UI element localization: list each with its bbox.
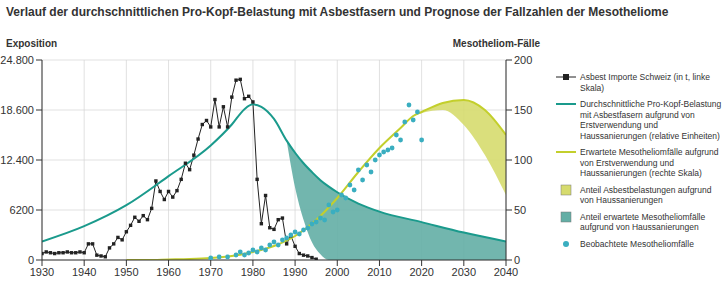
svg-text:0: 0 [514,254,520,266]
svg-text:18.600: 18.600 [8,104,34,116]
svg-text:50: 50 [514,204,526,216]
html-text:Asbest Importe Schweiz (in t,: Asbest Importe Schweiz (in t, linke Skal… [580,72,710,93]
html-text:Erwartete Mesotheliomfälle auf: Erwartete Mesotheliomfälle aufgrund von … [580,147,719,178]
svg-text:0: 0 [28,254,34,266]
svg-text:1970: 1970 [198,266,222,278]
svg-text:1950: 1950 [114,266,138,278]
svg-text:12.400: 12.400 [8,154,34,166]
html-text:Anteil Asbestbelastungen aufgr: Anteil Asbestbelastungen aufgrund von Ha… [580,184,712,205]
html-text:Beobachtete Mesotheliomfälle: Beobachtete Mesotheliomfälle [580,238,694,249]
svg-text:1940: 1940 [72,266,96,278]
svg-text:2020: 2020 [409,266,433,278]
svg-text:1990: 1990 [283,266,307,278]
html-text:Durchschnittliche Pro-Kopf-Bel: Durchschnittliche Pro-Kopf-Belastung mit… [580,99,722,141]
svg-text:24.800: 24.800 [8,54,34,66]
html-text:Exposition: Exposition [6,38,58,49]
html-text:Anteil erwartete Mesotheliomfä: Anteil erwartete Mesotheliomfälle aufgru… [580,211,706,232]
svg-text:2030: 2030 [452,266,476,278]
svg-text:1960: 1960 [156,266,180,278]
html-text:Verlauf der durchschnittlichen: Verlauf der durchschnittlichen Pro-Kopf-… [6,5,669,19]
html-text:Mesotheliom-Fälle: Mesotheliom-Fälle [452,38,540,49]
svg-text:100: 100 [514,154,532,166]
svg-text:1980: 1980 [241,266,265,278]
svg-text:6200: 6200 [10,204,34,216]
svg-text:2010: 2010 [367,266,391,278]
svg-text:200: 200 [514,54,532,66]
svg-text:2000: 2000 [325,266,349,278]
svg-text:150: 150 [514,104,532,116]
svg-text:2040: 2040 [494,266,518,278]
svg-text:1930: 1930 [30,266,54,278]
